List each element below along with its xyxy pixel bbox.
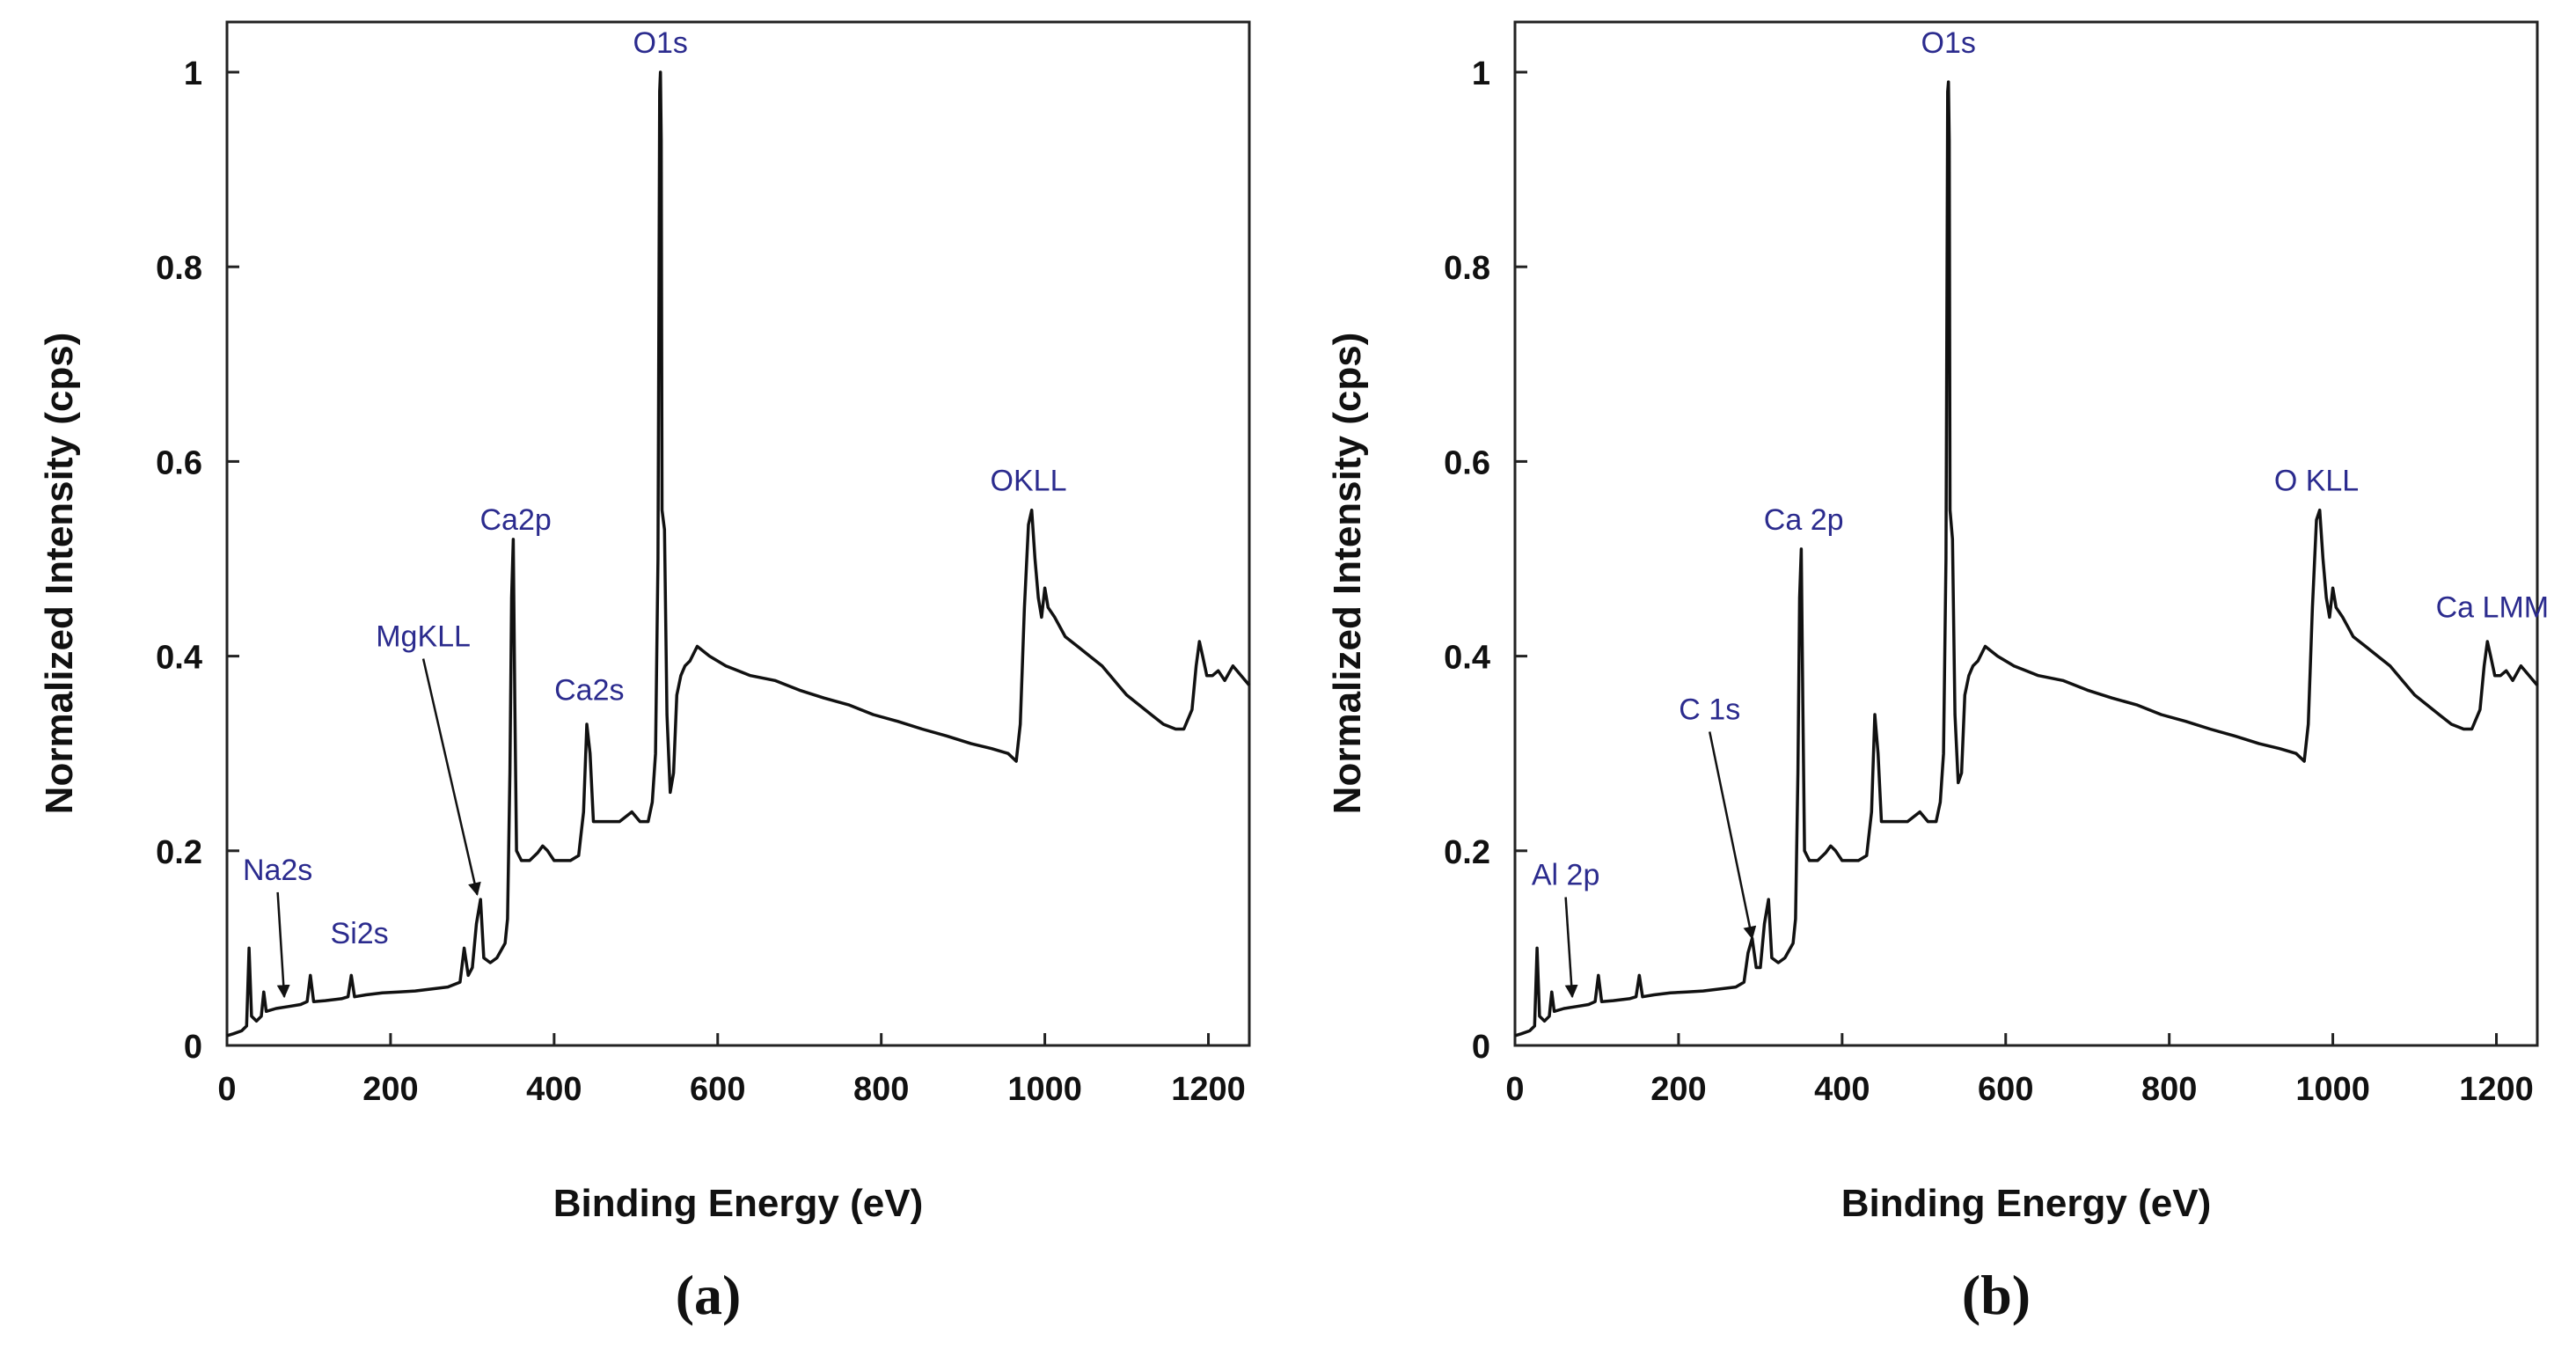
x-axis-title: Binding Energy (eV) — [1841, 1182, 2211, 1225]
x-tick-label: 200 — [1650, 1071, 1706, 1108]
peak-annotation: Na2s — [243, 854, 312, 887]
x-tick-label: 1200 — [2459, 1071, 2534, 1108]
y-tick-label: 0.6 — [156, 444, 202, 481]
y-tick-label: 0.4 — [156, 640, 202, 677]
spectrum-line — [1514, 80, 2539, 1038]
plot-frame — [1513, 20, 2539, 1047]
peak-annotation: O1s — [1921, 26, 1976, 60]
y-tick-label: 0.8 — [1444, 250, 1490, 287]
xps-spectrum-chart-a: 0 200 400 600 800 1000 1200 0 0.2 0.4 0.6 0.8 1 Bindi… — [38, 20, 1251, 1225]
chart-panel-b: 0 200 400 600 800 1000 1200 0 0.2 0.4 0.6 0.8 1 Bindi… — [1288, 0, 2576, 1364]
spectrum-line — [226, 70, 1251, 1038]
x-tick-label: 0 — [217, 1071, 236, 1108]
x-tick-label: 400 — [526, 1071, 582, 1108]
y-tick-label: 0 — [1472, 1029, 1490, 1066]
peak-annotation: Si2s — [331, 917, 389, 950]
y-axis-title: Normalized Intensity (cps) — [38, 333, 81, 815]
annotation-arrow — [276, 891, 290, 999]
peak-annotation: MgKLL — [376, 620, 471, 654]
x-tick-label: 600 — [1978, 1071, 2033, 1108]
annotation-arrow — [1709, 731, 1757, 940]
annotation-arrow — [421, 658, 481, 897]
panel-label-b: (b) — [1961, 1264, 2031, 1326]
peak-annotation: OKLL — [991, 465, 1067, 498]
x-axis-title: Binding Energy (eV) — [553, 1182, 923, 1225]
y-tick-label: 0.8 — [156, 250, 202, 287]
x-tick-label: 600 — [690, 1071, 745, 1108]
y-tick-label: 0 — [184, 1029, 202, 1066]
xps-spectrum-chart-b: 0 200 400 600 800 1000 1200 0 0.2 0.4 0.6 0.8 1 Bindi… — [1326, 20, 2549, 1225]
x-tick-label: 1000 — [1007, 1071, 1082, 1108]
peak-annotation: Ca2s — [554, 673, 624, 707]
y-axis-title: Normalized Intensity (cps) — [1326, 333, 1369, 815]
peak-annotation: Ca2p — [480, 503, 552, 537]
x-tick-label: 800 — [853, 1071, 909, 1108]
peak-annotation: O1s — [633, 26, 688, 60]
y-tick-label: 1 — [184, 55, 202, 92]
peak-annotation: Ca 2p — [1764, 503, 1844, 537]
x-tick-label: 400 — [1814, 1071, 1870, 1108]
y-tick-label: 0.6 — [1444, 444, 1490, 481]
annotation-arrow — [1564, 897, 1578, 999]
peak-annotation: Ca LMM — [2436, 590, 2549, 624]
plot-frame — [225, 20, 1251, 1047]
peak-annotation: C 1s — [1679, 693, 1740, 726]
y-tick-label: 0.4 — [1444, 640, 1490, 677]
x-tick-label: 1000 — [2295, 1071, 2370, 1108]
x-tick-label: 200 — [362, 1071, 418, 1108]
y-tick-label: 0.2 — [156, 834, 202, 871]
peak-annotation: O KLL — [2274, 465, 2359, 498]
peak-annotation: Al 2p — [1532, 859, 1600, 892]
x-tick-label: 1200 — [1171, 1071, 1246, 1108]
x-tick-label: 800 — [2141, 1071, 2197, 1108]
panel-label-a: (a) — [675, 1264, 742, 1326]
chart-panel-a: 0 200 400 600 800 1000 1200 0 0.2 0.4 0.6 0.8 1 Bindi… — [38, 20, 1251, 1326]
y-tick-label: 0.2 — [1444, 834, 1490, 871]
y-tick-label: 1 — [1472, 55, 1490, 92]
x-tick-label: 0 — [1505, 1071, 1524, 1108]
